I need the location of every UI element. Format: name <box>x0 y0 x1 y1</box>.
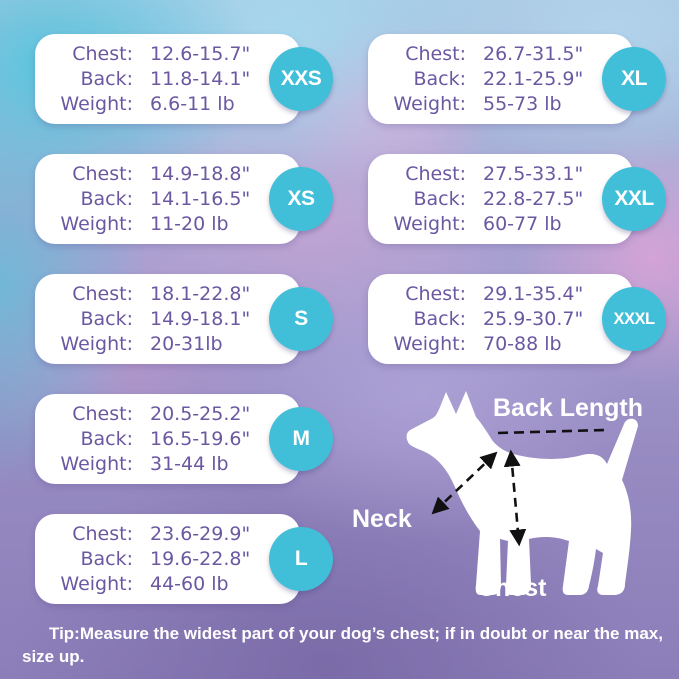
chest-label: Chest: <box>72 522 133 545</box>
chest-label: Chest: <box>72 282 133 305</box>
chest-label: Chest: <box>405 282 466 305</box>
chest-row: Chest: 12.6-15.7" <box>35 42 300 67</box>
back-row: Back: 14.9-18.1" <box>35 307 300 332</box>
back-length-line <box>497 428 606 435</box>
size-card-xxl: Chest: 27.5-33.1" Back: 22.8-27.5" Weight:… <box>368 154 666 244</box>
weight-label: Weight: <box>393 212 466 235</box>
chest-label-diagram: Chest <box>477 574 547 602</box>
chest-value: 14.9-18.8" <box>150 162 251 185</box>
weight-row: Weight: 55-73 lb <box>368 92 633 117</box>
size-badge-xxxl: XXXL <box>602 287 666 351</box>
back-row: Back: 22.8-27.5" <box>368 187 633 212</box>
chest-arrow <box>503 449 527 547</box>
weight-label: Weight: <box>60 92 133 115</box>
back-row: Back: 11.8-14.1" <box>35 67 300 92</box>
back-value: 11.8-14.1" <box>150 67 251 90</box>
chest-value: 29.1-35.4" <box>483 282 584 305</box>
weight-row: Weight: 44-60 lb <box>35 572 300 597</box>
weight-row: Weight: 60-77 lb <box>368 212 633 237</box>
weight-label: Weight: <box>60 332 133 355</box>
chest-value: 27.5-33.1" <box>483 162 584 185</box>
size-card-m: Chest: 20.5-25.2" Back: 16.5-19.6" Weight:… <box>35 394 333 484</box>
chest-row: Chest: 20.5-25.2" <box>35 402 300 427</box>
back-value: 22.8-27.5" <box>483 187 584 210</box>
size-card-s: Chest: 18.1-22.8" Back: 14.9-18.1" Weight:… <box>35 274 333 364</box>
size-card-xxs: Chest: 12.6-15.7" Back: 11.8-14.1" Weight:… <box>35 34 333 124</box>
back-row: Back: 19.6-22.8" <box>35 547 300 572</box>
weight-value: 44-60 lb <box>150 572 229 595</box>
measurement-diagram <box>398 388 668 616</box>
size-badge-xxl: XXL <box>602 167 666 231</box>
weight-row: Weight: 31-44 lb <box>35 452 300 477</box>
weight-row: Weight: 11-20 lb <box>35 212 300 237</box>
back-value: 16.5-19.6" <box>150 427 251 450</box>
back-row: Back: 25.9-30.7" <box>368 307 633 332</box>
chest-value: 26.7-31.5" <box>483 42 584 65</box>
weight-row: Weight: 70-88 lb <box>368 332 633 357</box>
weight-value: 70-88 lb <box>483 332 562 355</box>
weight-label: Weight: <box>393 332 466 355</box>
size-card-xxxl: Chest: 29.1-35.4" Back: 25.9-30.7" Weight:… <box>368 274 666 364</box>
size-card-xs: Chest: 14.9-18.8" Back: 14.1-16.5" Weight:… <box>35 154 333 244</box>
weight-value: 6.6-11 lb <box>150 92 235 115</box>
chest-row: Chest: 26.7-31.5" <box>368 42 633 67</box>
chest-row: Chest: 27.5-33.1" <box>368 162 633 187</box>
back-value: 22.1-25.9" <box>483 67 584 90</box>
size-badge-l: L <box>269 527 333 591</box>
weight-value: 60-77 lb <box>483 212 562 235</box>
chest-value: 18.1-22.8" <box>150 282 251 305</box>
weight-value: 20-31lb <box>150 332 223 355</box>
weight-label: Weight: <box>60 452 133 475</box>
back-label: Back: <box>413 67 466 90</box>
back-label: Back: <box>80 547 133 570</box>
chest-row: Chest: 23.6-29.9" <box>35 522 300 547</box>
weight-label: Weight: <box>393 92 466 115</box>
size-badge-m: M <box>269 407 333 471</box>
chest-row: Chest: 18.1-22.8" <box>35 282 300 307</box>
back-value: 25.9-30.7" <box>483 307 584 330</box>
weight-label: Weight: <box>60 212 133 235</box>
chest-label: Chest: <box>72 42 133 65</box>
size-badge-s: S <box>269 287 333 351</box>
chest-value: 12.6-15.7" <box>150 42 251 65</box>
chest-row: Chest: 14.9-18.8" <box>35 162 300 187</box>
dog-silhouette <box>406 391 638 595</box>
weight-value: 55-73 lb <box>483 92 562 115</box>
back-length-label: Back Length <box>493 394 644 422</box>
chest-label: Chest: <box>72 402 133 425</box>
size-badge-xs: XS <box>269 167 333 231</box>
size-card-xl: Chest: 26.7-31.5" Back: 22.1-25.9" Weight:… <box>368 34 666 124</box>
back-row: Back: 14.1-16.5" <box>35 187 300 212</box>
back-row: Back: 22.1-25.9" <box>368 67 633 92</box>
size-badge-xxs: XXS <box>269 47 333 111</box>
weight-label: Weight: <box>60 572 133 595</box>
chest-label: Chest: <box>405 42 466 65</box>
chest-value: 23.6-29.9" <box>150 522 251 545</box>
back-row: Back: 16.5-19.6" <box>35 427 300 452</box>
back-label: Back: <box>413 307 466 330</box>
weight-row: Weight: 6.6-11 lb <box>35 92 300 117</box>
size-card-l: Chest: 23.6-29.9" Back: 19.6-22.8" Weight:… <box>35 514 333 604</box>
back-value: 14.9-18.1" <box>150 307 251 330</box>
sizing-tip: Tip:Measure the widest part of your dog’… <box>22 624 663 666</box>
chest-label: Chest: <box>405 162 466 185</box>
back-label: Back: <box>80 67 133 90</box>
back-value: 19.6-22.8" <box>150 547 251 570</box>
back-label: Back: <box>80 427 133 450</box>
chest-label: Chest: <box>72 162 133 185</box>
back-label: Back: <box>80 187 133 210</box>
back-label: Back: <box>413 187 466 210</box>
back-label: Back: <box>80 307 133 330</box>
weight-row: Weight: 20-31lb <box>35 332 300 357</box>
chest-row: Chest: 29.1-35.4" <box>368 282 633 307</box>
neck-label: Neck <box>352 505 412 533</box>
size-badge-xl: XL <box>602 47 666 111</box>
weight-value: 11-20 lb <box>150 212 229 235</box>
weight-value: 31-44 lb <box>150 452 229 475</box>
back-value: 14.1-16.5" <box>150 187 251 210</box>
chest-value: 20.5-25.2" <box>150 402 251 425</box>
